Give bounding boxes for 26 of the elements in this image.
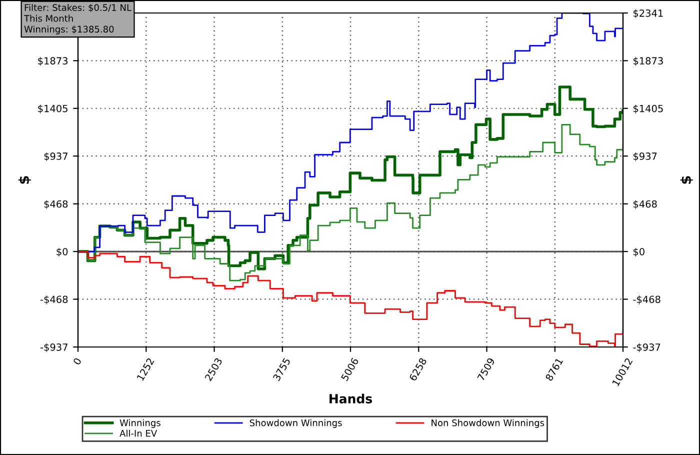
- y-tick-label: $937: [44, 152, 68, 162]
- y-tick-label: -$468: [40, 296, 68, 304]
- y2-tick-label: $468: [634, 200, 657, 209]
- y2-tick-label: $2341: [634, 9, 663, 18]
- x-tick-label: 0: [72, 357, 82, 366]
- y-tick-label: $0: [56, 248, 68, 257]
- y2-tick-label: -$468: [633, 296, 660, 304]
- legend-label: All-In EV: [120, 430, 158, 437]
- text: This Month: [24, 14, 73, 22]
- x-axis-title: Hands: [330, 394, 372, 404]
- y-tick-label: $1405: [38, 104, 68, 114]
- legend-label: Showdown Winnings: [250, 419, 342, 428]
- y-tick-label: -$937: [40, 343, 68, 352]
- y2-axis-title: $: [680, 176, 693, 184]
- y2-tick-label: $0: [634, 248, 644, 257]
- y2-tick-label: $937: [634, 152, 657, 162]
- annotation: Winnings: $1385.80: [24, 26, 114, 34]
- text: Filter: Stakes: $0.5/1 NL: [24, 4, 132, 12]
- y-tick-label: $468: [44, 200, 68, 209]
- y2-tick-label: -$937: [633, 343, 660, 352]
- y-tick-label: $1873: [38, 56, 68, 66]
- y2-tick-label: $1873: [634, 56, 663, 66]
- legend-label: Non Showdown Winnings: [432, 419, 544, 428]
- y-axis-title: $: [18, 176, 31, 184]
- legend-label: Winnings: [120, 419, 160, 428]
- y2-tick-label: $1405: [634, 104, 663, 114]
